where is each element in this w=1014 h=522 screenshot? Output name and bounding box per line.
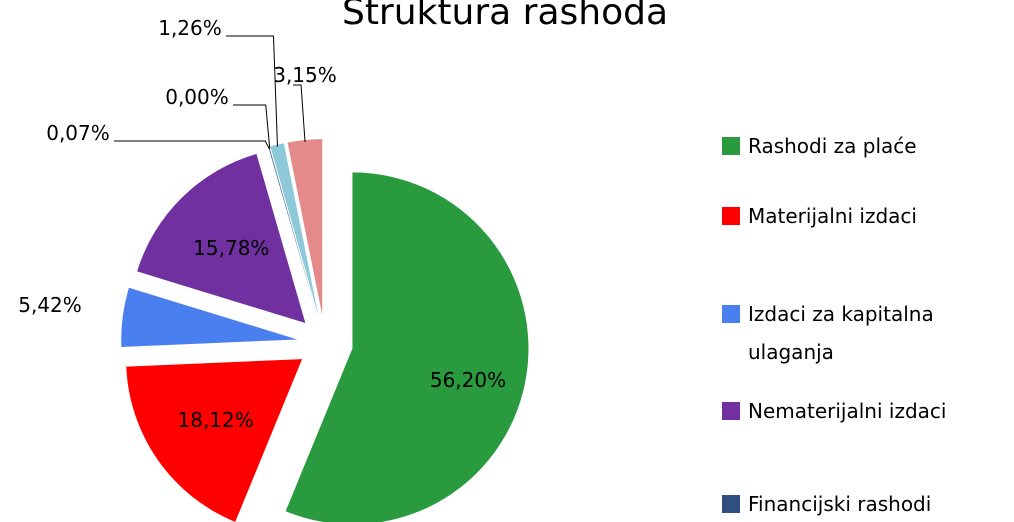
data-label: 1,26% xyxy=(158,16,222,40)
legend-item: Materijalni izdaci xyxy=(722,197,992,235)
data-label: 0,07% xyxy=(46,121,110,145)
pie-slice xyxy=(121,287,298,347)
legend-item: Izdaci za kapitalna ulaganja xyxy=(722,295,992,371)
legend-label: Financijski rashodi xyxy=(748,492,932,516)
leader-line xyxy=(233,104,271,149)
legend-swatch xyxy=(722,305,740,323)
data-label: 5,42% xyxy=(18,293,82,317)
pie-slice xyxy=(285,172,529,522)
legend-label: Nematerijalni izdaci xyxy=(748,399,947,423)
data-label: 0,00% xyxy=(165,85,229,109)
pie-slice xyxy=(137,153,306,324)
pie-slice xyxy=(270,143,319,316)
leader-line xyxy=(293,84,306,143)
data-label: 56,20% xyxy=(430,368,506,392)
legend-item: Financijski rashodi xyxy=(722,485,992,522)
pie-slice xyxy=(268,146,318,317)
pie-slice xyxy=(287,139,323,316)
legend-label: Izdaci za kapitalna ulaganja xyxy=(748,302,934,364)
legend-swatch xyxy=(722,495,740,513)
legend-swatch xyxy=(722,137,740,155)
legend-swatch xyxy=(722,402,740,420)
legend-item: Nematerijalni izdaci xyxy=(722,392,992,430)
chart-title: Struktura rashoda xyxy=(342,0,668,33)
leader-line xyxy=(114,140,270,150)
pie-slice xyxy=(126,359,303,522)
data-label: 3,15% xyxy=(273,63,337,87)
data-label: 15,78% xyxy=(193,236,269,260)
leader-line xyxy=(226,35,278,147)
legend-item: Rashodi za plaće xyxy=(722,127,992,165)
legend-label: Materijalni izdaci xyxy=(748,204,917,228)
data-label: 18,12% xyxy=(178,408,254,432)
legend-label: Rashodi za plaće xyxy=(748,134,917,158)
legend-swatch xyxy=(722,207,740,225)
